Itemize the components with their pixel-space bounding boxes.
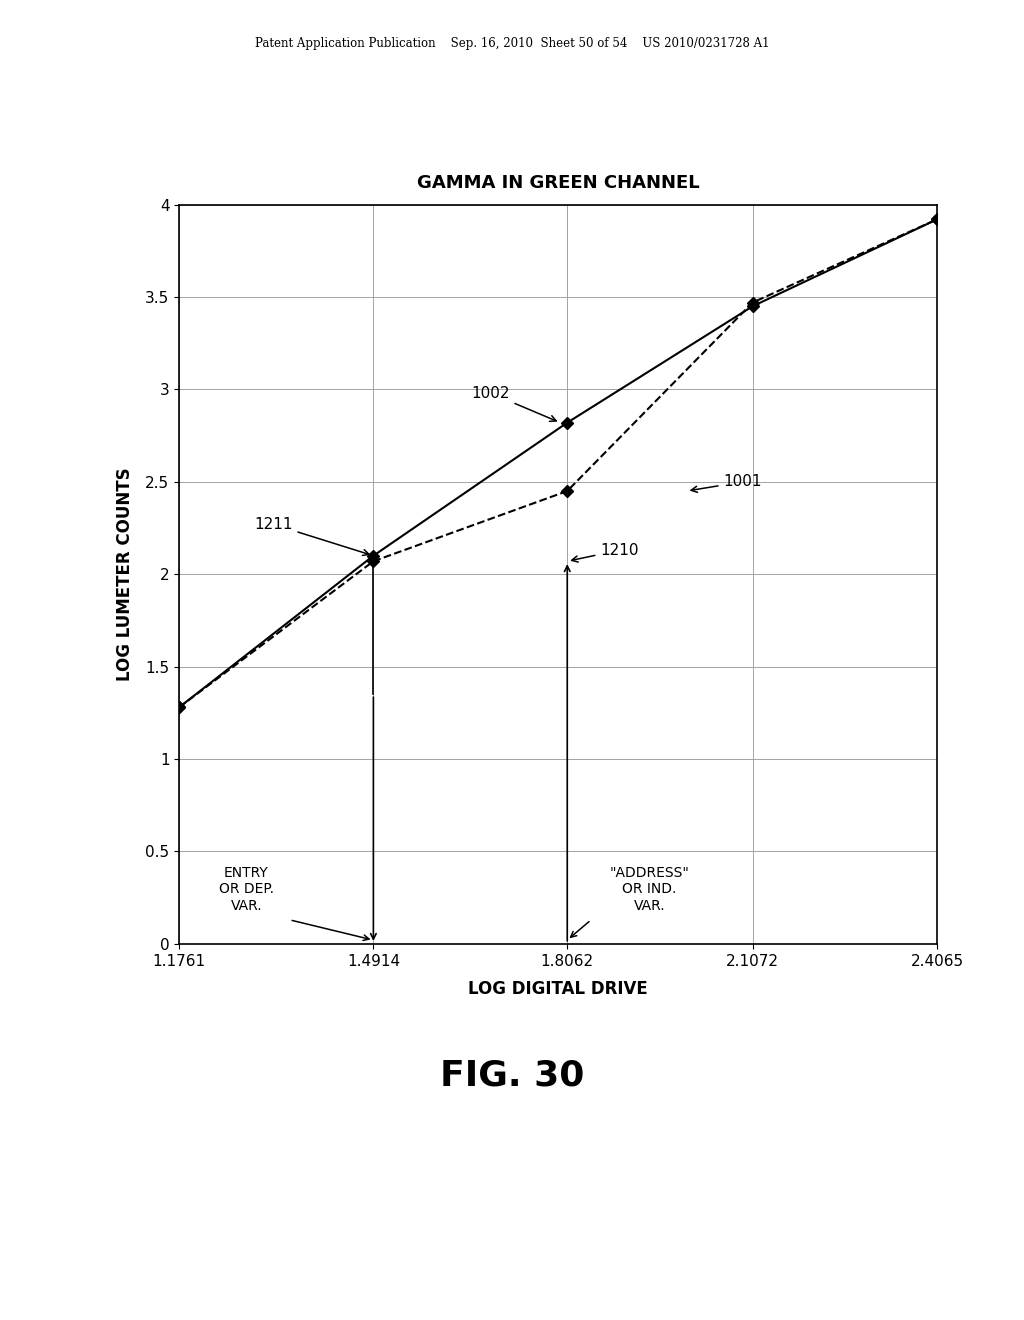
Text: 1210: 1210 <box>571 543 639 562</box>
Text: ENTRY
OR DEP.
VAR.: ENTRY OR DEP. VAR. <box>219 866 273 912</box>
Text: 1001: 1001 <box>691 474 762 492</box>
X-axis label: LOG DIGITAL DRIVE: LOG DIGITAL DRIVE <box>468 979 648 998</box>
Text: 1002: 1002 <box>471 385 556 421</box>
Title: GAMMA IN GREEN CHANNEL: GAMMA IN GREEN CHANNEL <box>417 174 699 191</box>
Text: FIG. 30: FIG. 30 <box>440 1059 584 1093</box>
Y-axis label: LOG LUMETER COUNTS: LOG LUMETER COUNTS <box>116 467 134 681</box>
Text: 1211: 1211 <box>254 517 369 556</box>
Text: "ADDRESS"
OR IND.
VAR.: "ADDRESS" OR IND. VAR. <box>609 866 689 912</box>
Text: Patent Application Publication    Sep. 16, 2010  Sheet 50 of 54    US 2010/02317: Patent Application Publication Sep. 16, … <box>255 37 769 50</box>
